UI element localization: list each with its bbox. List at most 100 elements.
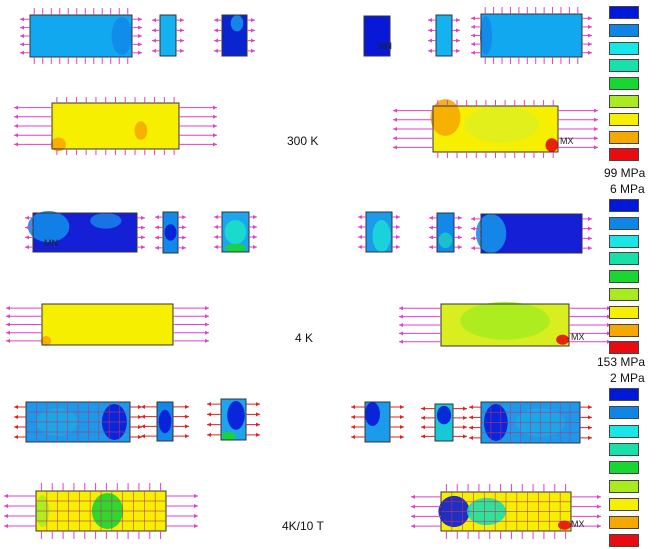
force-arrowhead — [399, 331, 403, 336]
force-arrowhead — [469, 425, 473, 430]
force-arrowhead — [155, 235, 159, 240]
force-arrowhead — [594, 127, 598, 131]
force-arrowhead — [152, 48, 156, 53]
force-arrowhead — [400, 405, 404, 409]
force-arrowhead — [207, 412, 211, 417]
legend-swatch — [609, 388, 639, 401]
force-arrowhead — [141, 245, 145, 250]
contour-patch — [545, 138, 558, 153]
force-arrowhead — [4, 514, 8, 518]
force-arrowhead — [463, 406, 467, 411]
contour-patch — [27, 211, 70, 243]
contour-patch — [224, 244, 247, 252]
block-outline — [363, 15, 391, 57]
force-arrowhead — [594, 145, 598, 150]
legend-swatch — [609, 234, 639, 248]
force-arrowhead — [588, 435, 592, 440]
force-arrowhead — [25, 235, 29, 240]
force-arrowhead — [421, 415, 425, 420]
force-arrowhead — [253, 245, 257, 249]
force-arrowhead — [6, 338, 10, 343]
force-arrowhead — [20, 42, 24, 47]
force-arrowhead — [20, 50, 24, 55]
contour-patch — [90, 213, 122, 229]
force-arrowhead — [138, 405, 142, 409]
force-arrowhead — [428, 38, 432, 43]
force-arrowhead — [20, 17, 24, 22]
force-arrowhead — [588, 425, 592, 430]
force-arrowhead — [14, 114, 18, 119]
force-arrowhead — [594, 136, 598, 141]
force-arrowhead — [396, 235, 400, 239]
force-arrowhead — [351, 415, 355, 419]
force-arrowhead — [138, 34, 142, 38]
force-arrowhead — [182, 215, 186, 220]
contour-patch — [221, 431, 236, 440]
force-arrowhead — [180, 28, 184, 33]
max-marker: MX — [560, 136, 574, 146]
legend-swatch — [609, 479, 639, 493]
force-arrowhead — [428, 48, 432, 53]
force-arrowhead — [152, 18, 156, 23]
force-arrowhead — [256, 422, 260, 427]
force-arrowhead — [399, 306, 403, 311]
force-arrowhead — [588, 42, 592, 47]
force-arrowhead — [205, 330, 209, 335]
max-marker: MX — [571, 519, 585, 529]
legend-2-min-label: 2 MPa — [610, 371, 645, 385]
force-arrowhead — [4, 494, 8, 498]
block-300k-small-right — [435, 14, 453, 57]
force-arrowhead — [256, 432, 260, 437]
contour-patch — [158, 409, 172, 434]
force-arrowhead — [597, 494, 601, 499]
force-arrowhead — [411, 494, 415, 499]
force-arrowhead — [400, 435, 404, 439]
force-arrowhead — [456, 18, 460, 23]
contour-patch — [164, 224, 177, 241]
force-arrowhead — [351, 425, 355, 429]
force-arrowhead — [351, 435, 355, 439]
legend-1-min-label: 6 MPa — [610, 182, 645, 196]
force-arrowhead — [456, 28, 460, 33]
force-arrowhead — [429, 235, 433, 240]
contour-patch — [134, 121, 148, 140]
block-outline — [365, 211, 393, 253]
force-arrowhead — [194, 524, 198, 528]
legend-swatch — [609, 252, 639, 266]
legend-swatch — [609, 323, 639, 337]
legend-swatch — [609, 112, 639, 126]
contour-patch — [430, 99, 461, 136]
force-arrowhead — [471, 50, 475, 55]
legend-swatch — [609, 424, 639, 438]
force-arrowhead — [25, 225, 29, 230]
force-arrowhead — [597, 524, 601, 529]
force-arrowhead — [400, 415, 404, 419]
force-arrowhead — [182, 245, 186, 250]
force-arrowhead — [141, 235, 145, 240]
block-outline — [480, 213, 583, 254]
force-arrowhead — [214, 38, 218, 43]
row-label-300k: 300 K — [287, 134, 319, 148]
force-arrowhead — [214, 48, 218, 53]
force-arrowhead — [185, 404, 189, 409]
force-arrowhead — [256, 402, 260, 407]
block-300k-thin-right — [363, 15, 391, 57]
block-outline — [220, 398, 247, 441]
force-arrowhead — [253, 215, 257, 219]
force-arrowhead — [456, 48, 460, 53]
force-arrowhead — [180, 48, 184, 53]
force-arrowhead — [251, 18, 255, 23]
block-outline — [221, 211, 250, 253]
force-arrowhead — [138, 17, 142, 22]
force-arrowhead — [6, 330, 10, 335]
force-arrowhead — [205, 306, 209, 311]
force-arrowhead — [463, 425, 467, 430]
force-arrowhead — [14, 435, 18, 439]
block-300k-long-left — [51, 102, 180, 150]
force-arrowhead — [194, 494, 198, 498]
legend-swatch — [609, 41, 639, 55]
block-outline — [32, 212, 138, 253]
max-marker: MX — [571, 332, 585, 342]
force-arrowhead — [429, 225, 433, 230]
